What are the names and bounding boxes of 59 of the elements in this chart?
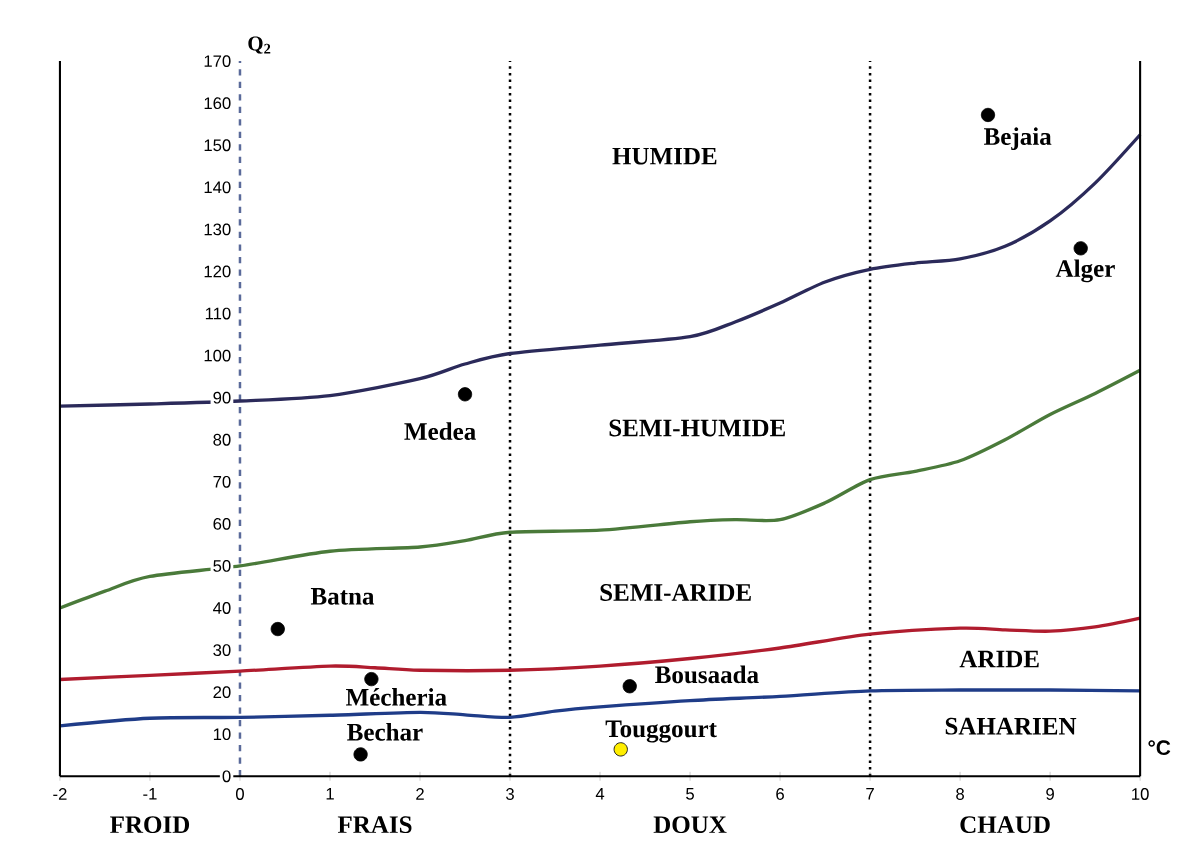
annotation: Bechar: [347, 723, 423, 741]
annotation: Bousaada: [655, 665, 759, 684]
y-tick-label: 50: [213, 560, 231, 572]
annotation: Alger: [1055, 259, 1115, 283]
x-tick-label: 8: [956, 788, 964, 800]
x-tick-label: 7: [866, 788, 874, 800]
y-tick-label: 30: [213, 644, 231, 656]
x-tick-label: 10: [1132, 788, 1149, 800]
annotation: Bejaia: [984, 127, 1052, 151]
annotation: ARIDE: [959, 650, 1039, 668]
x-tick-label: -2: [53, 788, 67, 800]
text: CHAUD: [960, 816, 1050, 834]
x-tick-label: 9: [1046, 788, 1054, 800]
annotation: Batna: [310, 588, 375, 605]
y-tick-label: 150: [204, 139, 231, 152]
y-tick-label: 170: [204, 55, 231, 68]
x-tick-label: 3: [506, 788, 514, 800]
annotation: Medea: [404, 422, 476, 440]
annotation: SEMI-HUMIDE: [609, 419, 785, 437]
y-tick-label: 80: [213, 433, 231, 446]
y-tick-label: 120: [204, 265, 231, 278]
line-series: [58, 616, 1142, 682]
text: DOUX: [653, 816, 727, 834]
text: FRAIS: [337, 816, 412, 834]
annotation: Touggourt: [605, 720, 717, 743]
y-tick-label: 40: [213, 602, 231, 614]
text: FROID: [110, 816, 190, 834]
y-tick-label: 10: [213, 728, 231, 741]
y-tick-label: 130: [204, 223, 231, 236]
y-tick-label: 0: [222, 770, 231, 783]
x-tick-label: -1: [143, 788, 157, 800]
x-tick-label: 4: [595, 788, 605, 800]
point: [270, 621, 285, 637]
y-tick-label: 140: [204, 181, 231, 194]
point: [622, 679, 637, 694]
point: [980, 107, 996, 123]
y-tick-label: 70: [213, 475, 231, 488]
point: [613, 742, 628, 757]
annotation: HUMIDE: [612, 147, 717, 165]
point: [1073, 241, 1088, 256]
y-tick-label: 110: [205, 307, 231, 320]
x-tick-label: 0: [235, 788, 244, 800]
x-tick-label: 2: [416, 788, 424, 800]
point: [457, 387, 473, 402]
y-tick-label: 100: [204, 349, 231, 362]
x-tick-label: 1: [326, 788, 334, 800]
y-tick-label: 90: [213, 391, 231, 404]
y-tick-label: 20: [213, 686, 231, 699]
y-axis-title: Q$_{2}$: [248, 36, 271, 54]
x-axis-title: °C: [1148, 740, 1171, 756]
point: [364, 672, 379, 687]
point: [353, 747, 368, 762]
y-tick-label: 60: [213, 517, 231, 530]
x-tick-label: 5: [686, 788, 694, 800]
annotation: Mécheria: [346, 688, 447, 706]
annotation: SEMI-ARIDE: [600, 584, 751, 601]
x-tick-label: 6: [776, 788, 784, 800]
annotation: SAHARIEN: [945, 717, 1077, 735]
y-tick-label: 160: [204, 97, 231, 110]
